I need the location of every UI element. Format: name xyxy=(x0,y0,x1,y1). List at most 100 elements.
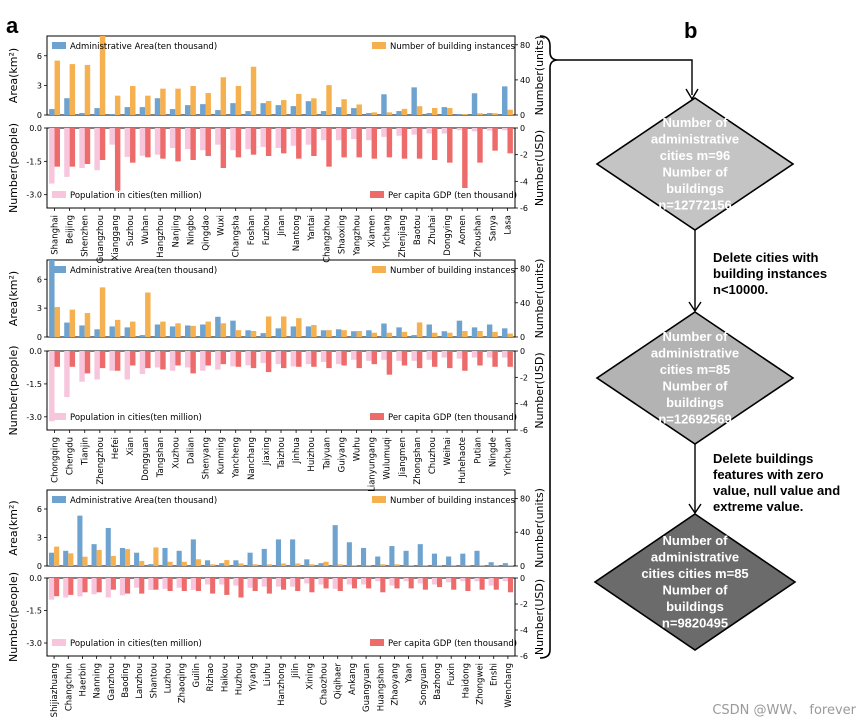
bar-population xyxy=(247,578,253,588)
bar-population xyxy=(79,351,85,382)
y-tick-label: 6 xyxy=(37,52,42,61)
bar-population xyxy=(381,128,387,137)
bar-area xyxy=(139,335,146,337)
bar-population xyxy=(109,128,115,145)
bar-gdp xyxy=(416,351,423,369)
category-label: Zhengzhou xyxy=(96,437,106,485)
bar-population xyxy=(79,128,85,168)
bar-area xyxy=(305,101,312,115)
category-label: Jinan xyxy=(277,215,287,237)
y2-axis-label-usd: Number(USD) xyxy=(533,352,546,428)
legend-area-swatch xyxy=(52,42,66,49)
bar-area xyxy=(486,324,493,337)
bar-buildings xyxy=(96,549,102,566)
legend-buildings-text: Number of building instances xyxy=(390,42,515,52)
bar-buildings xyxy=(84,64,91,115)
bar-gdp xyxy=(394,578,400,589)
category-label: Chuzhou xyxy=(428,437,438,474)
flow-step-text: n<10000. xyxy=(713,282,768,297)
bar-population xyxy=(446,578,452,583)
bar-area xyxy=(403,550,409,566)
bar-area xyxy=(64,98,70,115)
bar-gdp xyxy=(250,351,257,369)
bar-gdp xyxy=(341,128,347,158)
y2-axis-label-usd: Number(USD) xyxy=(533,579,546,655)
bar-gdp xyxy=(431,351,438,367)
bar-gdp xyxy=(175,128,181,162)
bar-gdp xyxy=(195,578,202,591)
legend-buildings-text: Number of building instances xyxy=(390,266,515,276)
bar-buildings xyxy=(326,85,332,115)
bar-buildings xyxy=(311,325,317,337)
bar-area xyxy=(204,560,211,566)
bar-gdp xyxy=(130,128,136,163)
bar-population xyxy=(94,351,100,380)
bar-gdp xyxy=(492,351,498,367)
bar-gdp xyxy=(167,578,173,591)
bar-buildings xyxy=(507,565,514,566)
category-label: Ganzhou xyxy=(107,663,117,701)
category-label: Xuzhou xyxy=(171,437,181,469)
bar-area xyxy=(411,335,417,337)
flow-node-text: buildings xyxy=(666,599,724,614)
bar-population xyxy=(441,128,448,134)
bar-area xyxy=(154,98,161,115)
y2-tick-label: 0 xyxy=(520,347,525,356)
bar-gdp xyxy=(130,351,136,366)
flow-node-text: n=12692569 xyxy=(658,411,731,426)
bar-area xyxy=(79,113,85,115)
bar-area xyxy=(396,111,402,115)
bar-area xyxy=(486,113,493,115)
bar-population xyxy=(275,128,281,148)
bar-population xyxy=(474,578,480,582)
bar-population xyxy=(488,578,494,586)
bar-population xyxy=(49,128,55,184)
y-tick-label: 0 xyxy=(37,111,42,120)
bar-population xyxy=(77,578,83,597)
category-label: Shaoxing xyxy=(337,215,347,254)
bar-buildings xyxy=(431,107,438,115)
bar-area xyxy=(200,324,206,337)
bar-gdp xyxy=(341,351,347,366)
bar-gdp xyxy=(507,578,514,593)
bar-area xyxy=(381,323,387,337)
bar-buildings xyxy=(250,331,257,337)
category-label: Sanya xyxy=(488,215,498,241)
bar-gdp xyxy=(295,578,301,591)
bar-area xyxy=(488,562,494,566)
bar-buildings xyxy=(493,565,499,566)
bar-population xyxy=(502,128,508,131)
y-tick-label: 6 xyxy=(37,505,42,514)
bar-population xyxy=(124,128,131,157)
bar-gdp xyxy=(437,578,443,588)
bar-gdp xyxy=(190,351,196,374)
bar-gdp xyxy=(224,578,230,595)
bar-area xyxy=(49,109,55,115)
bar-area xyxy=(124,327,131,337)
category-label: Ankang xyxy=(348,663,358,695)
bar-area xyxy=(320,330,327,337)
bar-area xyxy=(471,327,478,337)
bar-population xyxy=(245,128,251,150)
y2-tick-label: -2 xyxy=(520,151,528,160)
category-label: Weihai xyxy=(443,437,453,465)
bar-gdp xyxy=(160,128,166,159)
category-label: Fuxin xyxy=(447,663,457,686)
bar-population xyxy=(105,578,111,598)
category-label: Chongqing xyxy=(51,437,61,483)
category-label: Changsha xyxy=(232,215,242,257)
category-label: Huzhou xyxy=(234,663,244,695)
bar-gdp xyxy=(311,128,317,156)
category-label: Yaan xyxy=(405,663,415,684)
bar-area xyxy=(176,550,182,566)
category-label: Hangzhou xyxy=(156,215,166,258)
bar-area xyxy=(456,320,463,337)
bar-population xyxy=(245,351,251,366)
panel-b-label: b xyxy=(684,18,697,43)
bar-gdp xyxy=(145,351,151,369)
chart-group-3: Shijiazhuang Changchun Haerbin Nanning Ganzh… xyxy=(7,488,546,717)
bar-buildings xyxy=(99,36,106,115)
bar-buildings xyxy=(326,330,332,337)
bar-population xyxy=(346,578,352,585)
y-axis-label-area: Area(km²) xyxy=(7,500,20,555)
